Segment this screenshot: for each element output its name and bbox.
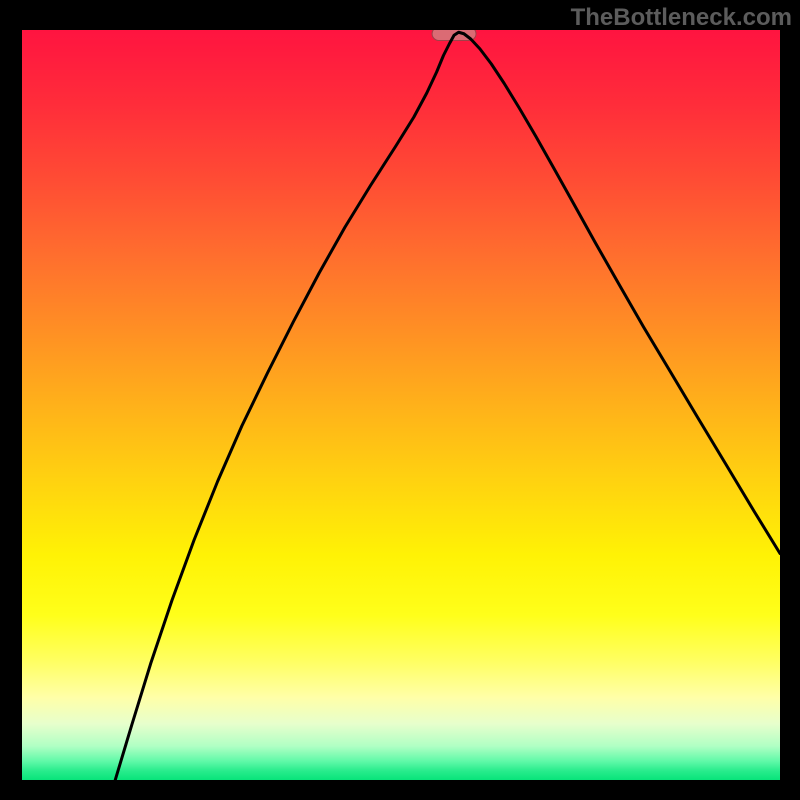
watermark-text: TheBottleneck.com	[571, 4, 792, 32]
gradient-background	[22, 30, 780, 780]
chart-root: TheBottleneck.com	[0, 0, 800, 800]
plot-area	[22, 30, 780, 780]
